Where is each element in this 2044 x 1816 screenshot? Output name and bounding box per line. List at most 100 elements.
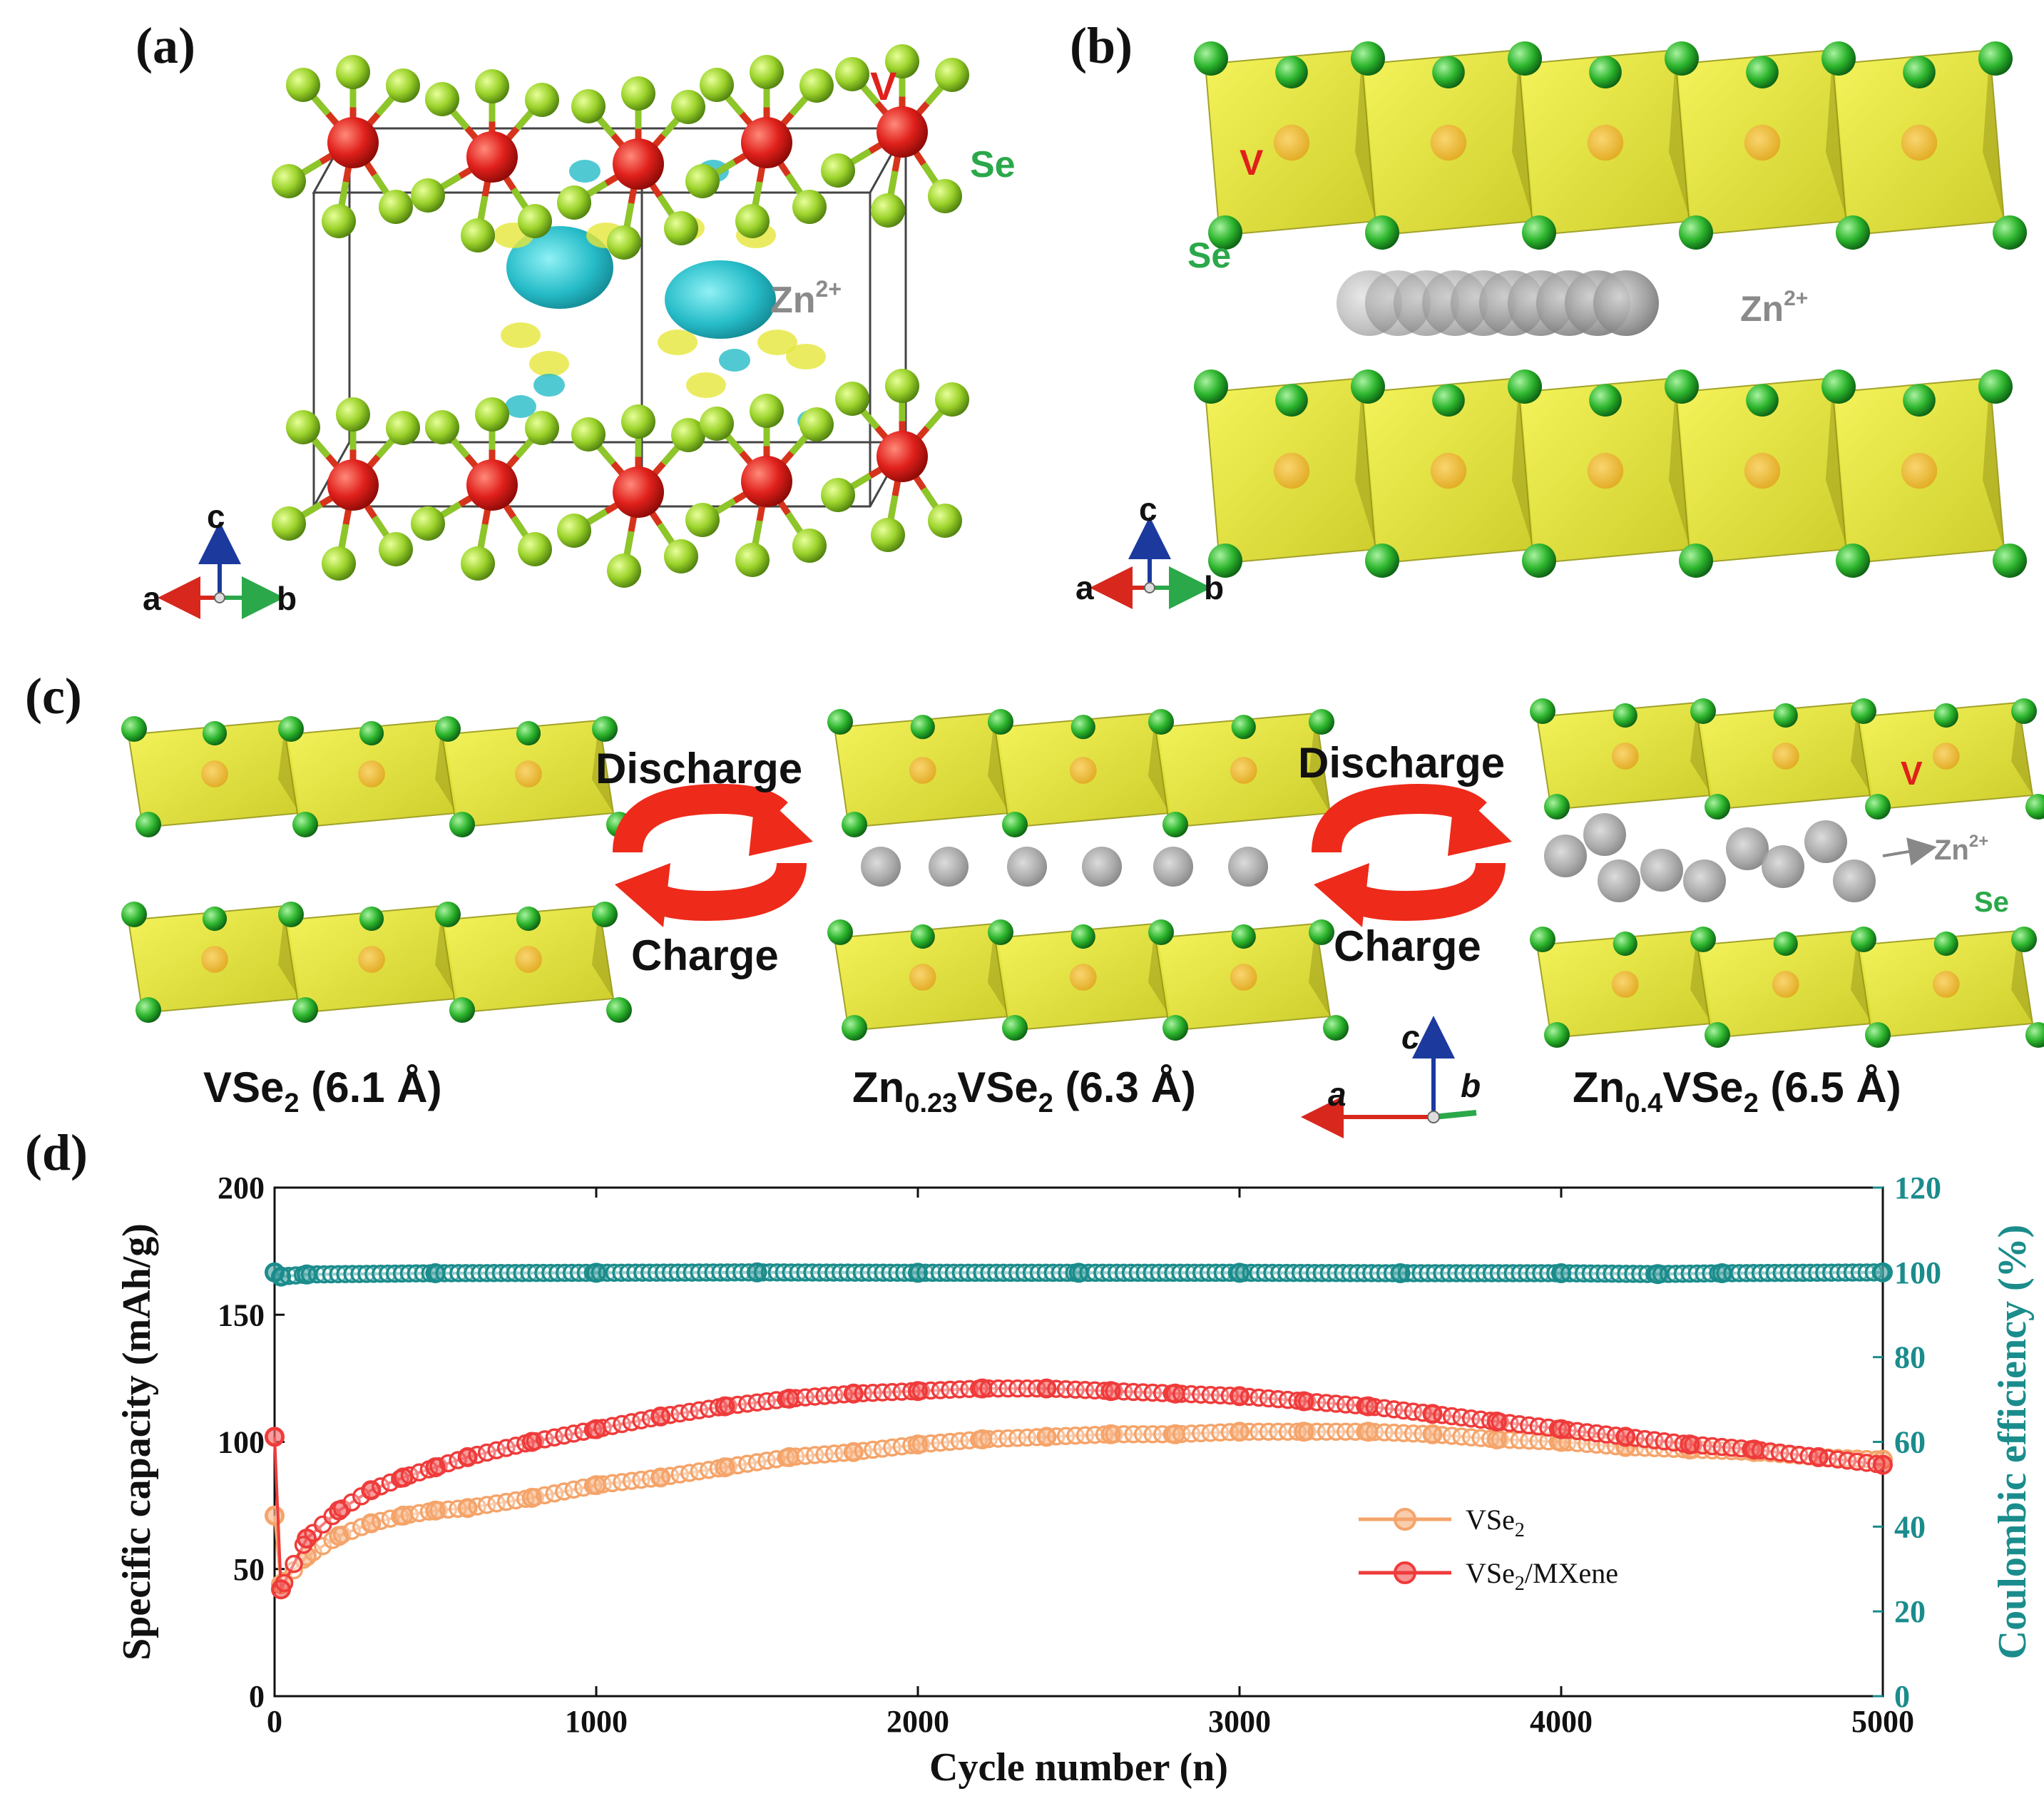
data-point xyxy=(393,1467,414,1488)
se-atom xyxy=(750,55,784,89)
data-point xyxy=(361,1513,382,1534)
data-point xyxy=(1036,1378,1057,1399)
v-atom xyxy=(909,757,936,784)
se-atom xyxy=(1148,709,1174,735)
se-atom xyxy=(292,997,318,1023)
se-atom xyxy=(379,190,413,224)
panel-a-zn-label: Zn2+ xyxy=(770,276,842,321)
se-atom xyxy=(322,546,356,581)
se-atom xyxy=(1773,703,1798,728)
zn-ion xyxy=(1228,847,1268,887)
data-point xyxy=(1551,1263,1571,1284)
se-atom xyxy=(411,178,445,213)
y2-tick-label: 20 xyxy=(1894,1594,1926,1629)
zn-ion xyxy=(1726,827,1769,870)
y2-tick-label: 0 xyxy=(1894,1679,1910,1714)
se-atom xyxy=(1589,56,1622,88)
data-point xyxy=(1390,1263,1411,1284)
panel-b-zn-ions xyxy=(1337,270,1659,336)
y2-tick-label: 60 xyxy=(1894,1425,1926,1460)
data-point xyxy=(586,1262,606,1283)
charge-density-isosurface xyxy=(665,260,776,339)
se-atom xyxy=(1665,41,1699,76)
data-point xyxy=(1486,1411,1507,1432)
se-atom xyxy=(1679,215,1713,250)
data-point xyxy=(329,1500,349,1521)
se-atom xyxy=(1865,794,1891,820)
se-atom xyxy=(664,211,698,245)
se-atom xyxy=(278,902,304,927)
x-axis-title: Cycle number (n) xyxy=(929,1745,1228,1790)
se-atom xyxy=(386,411,420,445)
se-atom xyxy=(1978,369,2013,404)
panel-d-label: (d) xyxy=(25,1124,88,1181)
se-atom xyxy=(1522,544,1556,578)
y-tick-label: 0 xyxy=(249,1679,265,1714)
se-atom xyxy=(1365,215,1399,250)
data-point xyxy=(1744,1439,1764,1460)
charge-density-isosurface xyxy=(686,372,726,398)
panel-b-layered-structure xyxy=(1194,41,2027,578)
se-atom xyxy=(1070,924,1095,949)
se-atom xyxy=(1508,369,1542,404)
se-atom xyxy=(1690,698,1716,724)
capacity-cycling-chart: 0 1000 2000 3000 4000 50000501001502000204060… xyxy=(115,1170,2035,1790)
charge-density-isosurface xyxy=(658,330,697,355)
data-point xyxy=(1422,1404,1443,1424)
se-atom xyxy=(871,193,905,228)
axis-a-label: a xyxy=(143,580,161,617)
se-atom xyxy=(1544,1022,1570,1048)
se-atom xyxy=(359,720,384,746)
v-atom xyxy=(466,131,518,183)
se-atom xyxy=(885,369,919,403)
se-atom xyxy=(475,69,509,103)
data-point xyxy=(297,1528,317,1549)
data-point xyxy=(779,1388,799,1409)
axis-c-label: c xyxy=(1401,1019,1420,1056)
panel-c-structures xyxy=(121,698,2044,1048)
y2-tick-label: 100 xyxy=(1894,1255,1941,1290)
v-atom xyxy=(1932,971,1960,998)
se-atom xyxy=(621,404,655,439)
charge-density-isosurface xyxy=(786,344,826,369)
se-atom xyxy=(1231,924,1256,949)
data-point xyxy=(1615,1427,1636,1447)
se-atom xyxy=(322,204,356,238)
se-atom xyxy=(842,812,867,837)
panel-b-zn-label: Zn2+ xyxy=(1740,287,1808,329)
v-atom xyxy=(1901,124,1938,161)
data-point xyxy=(271,1579,292,1600)
v-atom xyxy=(1069,964,1097,991)
se-atom xyxy=(988,709,1013,735)
se-atom xyxy=(1933,931,1958,957)
se-atom xyxy=(821,153,855,188)
se-atom xyxy=(292,812,318,837)
se-atom xyxy=(1162,812,1188,837)
octahedron-shade xyxy=(1309,924,1330,1016)
se-atom xyxy=(516,906,541,932)
data-point xyxy=(650,1406,671,1427)
se-atom xyxy=(425,410,459,444)
data-point xyxy=(1358,1396,1379,1417)
octahedron-shade xyxy=(592,906,613,999)
y-tick-label: 150 xyxy=(218,1297,265,1332)
se-atom xyxy=(1821,41,1856,76)
se-atom xyxy=(121,902,147,927)
y-tick-label: 50 xyxy=(233,1552,265,1587)
panel-a: (a) V Se Zn2+ c a b xyxy=(136,17,1016,619)
se-atom xyxy=(1679,544,1713,578)
octahedron-shade xyxy=(1309,713,1330,813)
se-atom xyxy=(935,58,969,92)
axis-c-label: c xyxy=(1139,491,1158,528)
se-atom xyxy=(827,709,853,735)
octahedron-shade xyxy=(2011,931,2033,1024)
y-tick-label: 100 xyxy=(218,1425,265,1460)
series-line xyxy=(273,1387,1884,1596)
x-tick-label: 3000 xyxy=(1208,1704,1271,1739)
se-atom xyxy=(1903,384,1936,417)
octahedron-shade xyxy=(592,720,613,813)
se-atom xyxy=(1194,41,1228,76)
se-atom xyxy=(1690,927,1716,952)
se-atom xyxy=(1002,812,1028,837)
se-atom xyxy=(461,218,495,252)
